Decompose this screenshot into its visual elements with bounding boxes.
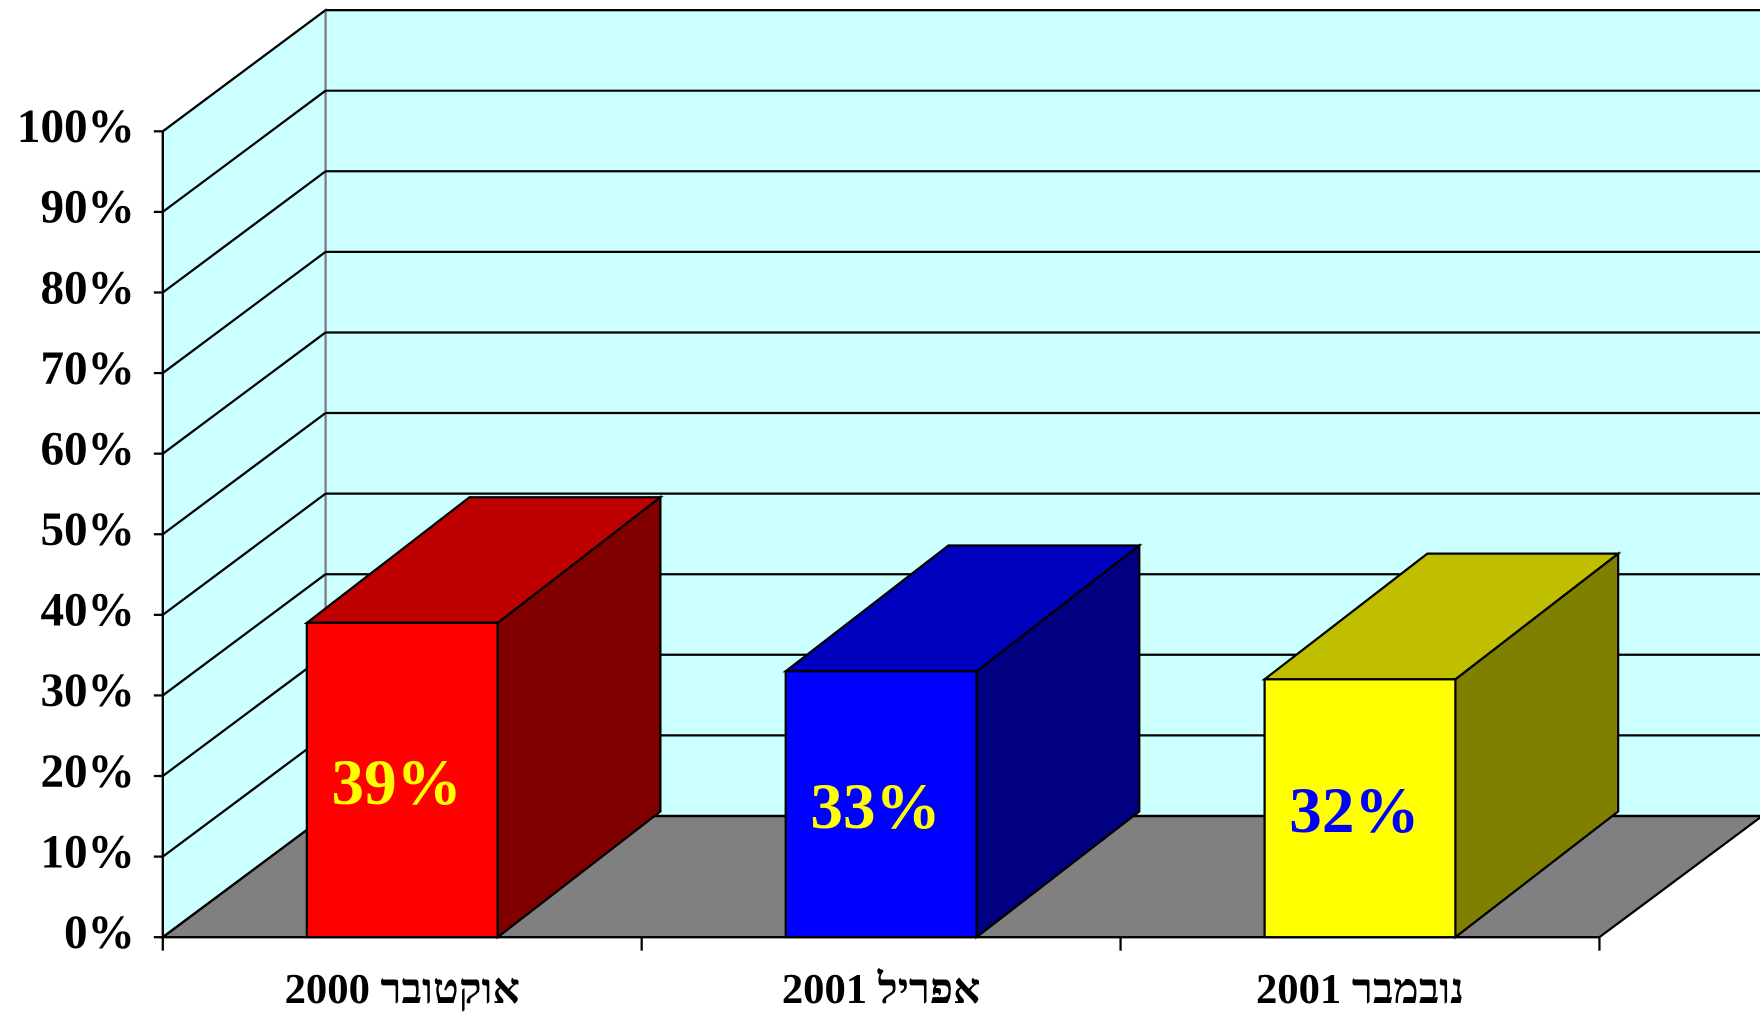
x-tick-label: אפריל 2001 <box>782 966 981 1013</box>
y-tick-label: 50% <box>40 504 134 556</box>
x-tick-label: נובמבר 2001 <box>1256 966 1464 1013</box>
grid-line <box>162 170 327 294</box>
bar <box>305 621 499 939</box>
y-tick-label: 20% <box>40 746 134 798</box>
y-tick-label: 90% <box>40 182 134 234</box>
grid-line <box>162 573 327 697</box>
y-tick-label: 0% <box>64 907 135 959</box>
grid-line <box>162 492 327 616</box>
grid-line <box>162 331 327 455</box>
grid-line <box>162 815 327 939</box>
y-tick-label: 40% <box>40 585 134 637</box>
grid-line <box>162 89 327 213</box>
y-tick-label: 70% <box>40 343 134 395</box>
grid-line <box>162 734 327 858</box>
value-label: 33% <box>810 771 940 843</box>
grid-line <box>162 9 327 133</box>
value-label: 39% <box>332 747 462 819</box>
bar <box>1263 678 1457 939</box>
y-tick-label: 80% <box>40 262 134 314</box>
value-label: 32% <box>1289 775 1419 847</box>
grid-line <box>162 653 327 777</box>
y-tick-label: 30% <box>40 665 134 717</box>
y-tick-label: 100% <box>17 101 135 153</box>
x-tick-label: אוקטובר 2000 <box>285 966 520 1013</box>
grid-line <box>162 250 327 374</box>
y-tick-label: 10% <box>40 826 134 878</box>
y-tick-label: 60% <box>40 423 134 475</box>
grid-line <box>162 412 327 536</box>
bar <box>784 670 978 939</box>
